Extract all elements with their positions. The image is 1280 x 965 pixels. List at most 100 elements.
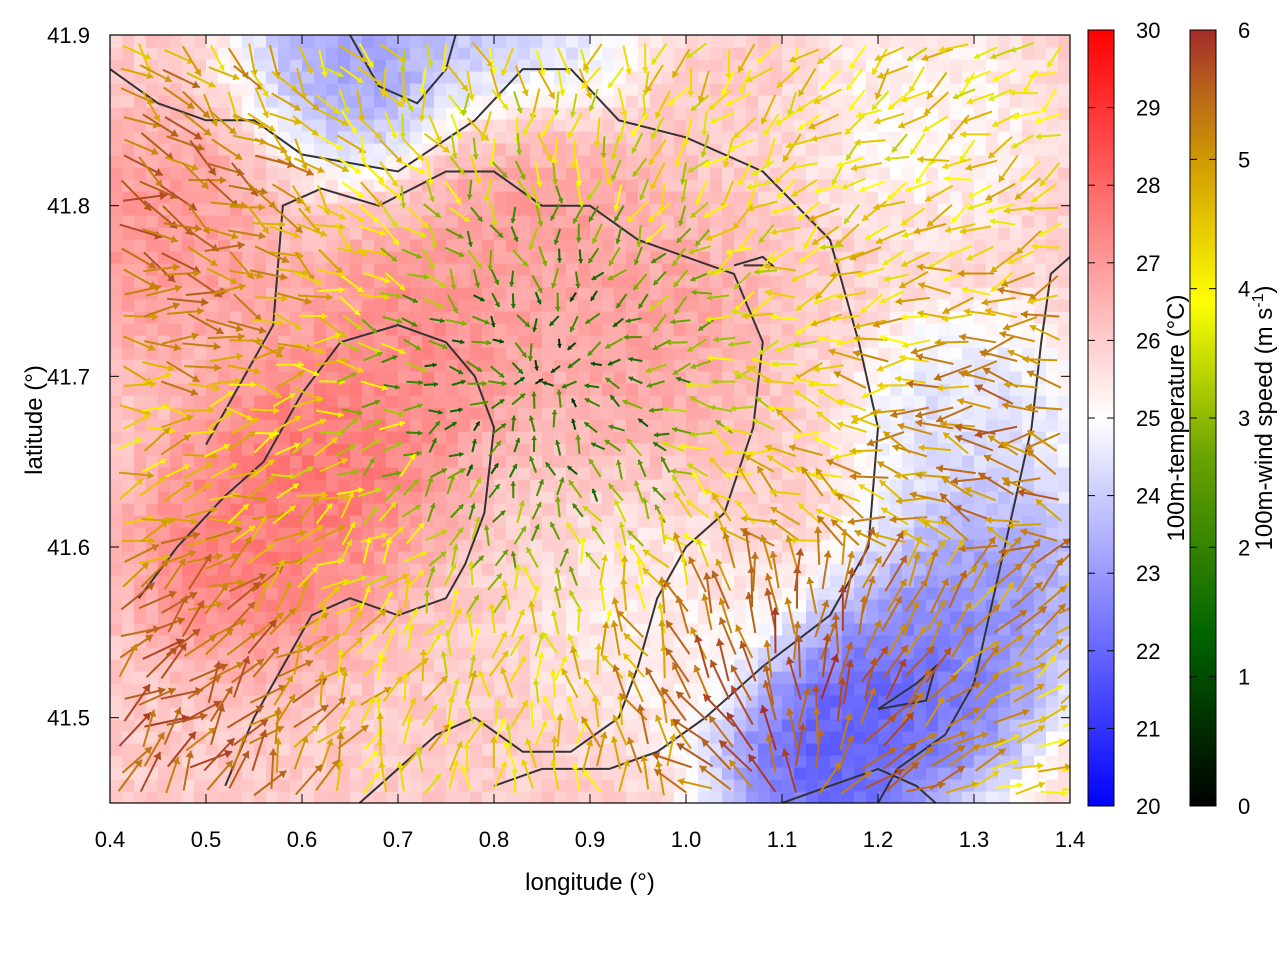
heatmap-cell [146, 431, 159, 444]
heatmap-cell [1022, 359, 1035, 372]
heatmap-cell [926, 455, 939, 468]
heatmap-cell [854, 95, 867, 108]
heatmap-cell [434, 779, 447, 792]
heatmap-cell [830, 59, 843, 72]
heatmap-cell [710, 323, 723, 336]
heatmap-cell [254, 251, 267, 264]
heatmap-cell [122, 227, 135, 240]
heatmap-cell [482, 779, 495, 792]
heatmap-cell [1046, 83, 1059, 96]
heatmap-cell [746, 143, 759, 156]
heatmap-cell [830, 539, 843, 552]
heatmap-cell [614, 623, 627, 636]
heatmap-cell [638, 251, 651, 264]
heatmap-cell [794, 539, 807, 552]
heatmap-cell [134, 263, 147, 276]
heatmap-cell [794, 407, 807, 420]
heatmap-cell [110, 599, 123, 612]
heatmap-cell [422, 695, 435, 708]
heatmap-cell [506, 695, 519, 708]
heatmap-cell [758, 503, 771, 516]
heatmap-cell [170, 323, 183, 336]
heatmap-cell [470, 227, 483, 240]
heatmap-cell [458, 395, 471, 408]
heatmap-cell [302, 455, 315, 468]
heatmap-cell [110, 551, 123, 564]
heatmap-cell [902, 671, 915, 684]
heatmap-cell [950, 119, 963, 132]
heatmap-cell [182, 719, 195, 732]
heatmap-cell [134, 215, 147, 228]
heatmap-cell [926, 347, 939, 360]
heatmap-cell [758, 611, 771, 624]
heatmap-cell [302, 107, 315, 120]
heatmap-cell [350, 395, 363, 408]
heatmap-cell [122, 479, 135, 492]
heatmap-cell [878, 635, 891, 648]
heatmap-cell [374, 119, 387, 132]
heatmap-cell [1010, 419, 1023, 432]
heatmap-cell [1058, 299, 1070, 312]
heatmap-cell [602, 767, 615, 780]
heatmap-cell [770, 575, 783, 588]
heatmap-cell [194, 743, 207, 756]
heatmap-cell [806, 167, 819, 180]
heatmap-cell [506, 131, 519, 144]
heatmap-cell [482, 611, 495, 624]
heatmap-cell [962, 323, 975, 336]
heatmap-cell [458, 731, 471, 744]
heatmap-cell [650, 143, 663, 156]
heatmap-cell [950, 359, 963, 372]
heatmap-cell [962, 347, 975, 360]
heatmap-cell [686, 155, 699, 168]
heatmap-cell [386, 395, 399, 408]
heatmap-cell [782, 695, 795, 708]
heatmap-cell [242, 563, 255, 576]
heatmap-cell [686, 95, 699, 108]
heatmap-cell [446, 431, 459, 444]
heatmap-cell [350, 299, 363, 312]
heatmap-cell [422, 527, 435, 540]
heatmap-cell [626, 611, 639, 624]
heatmap-cell [422, 371, 435, 384]
heatmap-cell [134, 659, 147, 672]
heatmap-cell [194, 575, 207, 588]
heatmap-cell [518, 527, 531, 540]
heatmap-cell [578, 515, 591, 528]
heatmap-cell [878, 599, 891, 612]
heatmap-cell [518, 575, 531, 588]
heatmap-cell [698, 527, 711, 540]
heatmap-cell [110, 755, 123, 768]
heatmap-cell [782, 347, 795, 360]
heatmap-cell [1046, 719, 1059, 732]
heatmap-cell [1058, 527, 1070, 540]
heatmap-cell [1034, 647, 1047, 660]
heatmap-cell [698, 227, 711, 240]
heatmap-cell [866, 83, 879, 96]
heatmap-cell [1034, 551, 1047, 564]
heatmap-cell [374, 791, 387, 803]
heatmap-cell [566, 611, 579, 624]
heatmap-cell [686, 599, 699, 612]
heatmap-cell [746, 239, 759, 252]
heatmap-cell [302, 515, 315, 528]
heatmap-cell [446, 107, 459, 120]
heatmap-cell [530, 347, 543, 360]
heatmap-cell [206, 299, 219, 312]
heatmap-cell [710, 467, 723, 480]
heatmap-cell [266, 95, 279, 108]
heatmap-cell [194, 695, 207, 708]
heatmap-cell [386, 263, 399, 276]
heatmap-cell [722, 179, 735, 192]
heatmap-cell [506, 383, 519, 396]
heatmap-cell [326, 191, 339, 204]
heatmap-cell [470, 299, 483, 312]
heatmap-cell [902, 167, 915, 180]
heatmap-cell [518, 47, 531, 60]
heatmap-cell [674, 623, 687, 636]
heatmap-cell [722, 371, 735, 384]
heatmap-cell [278, 791, 291, 803]
heatmap-cell [830, 635, 843, 648]
heatmap-cell [590, 767, 603, 780]
heatmap-cell [458, 419, 471, 432]
